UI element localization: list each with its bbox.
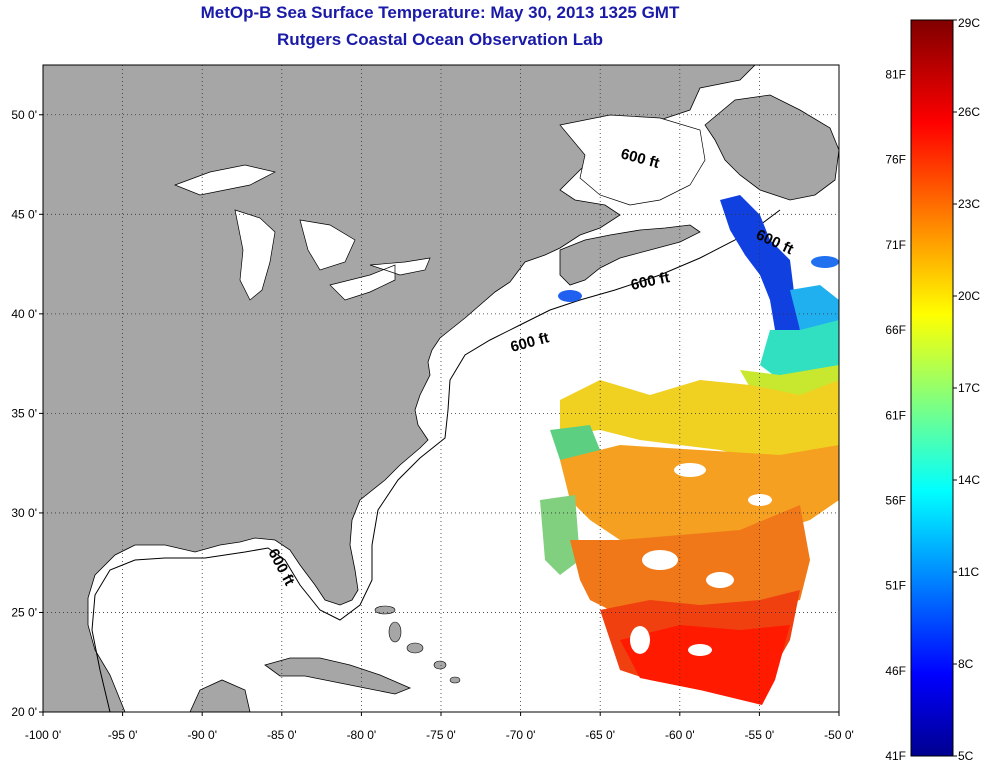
colorbar-celsius-labels: 29C 26C 23C 20C 17C 14C 11C 8C 5C [953,16,980,763]
colorbar-fahrenheit-labels: 81F 76F 71F 66F 61F 56F 51F 46F 41F [885,68,906,763]
longitude-tick-label: -50 0' [824,728,854,742]
gulf-st-lawrence [559,114,706,206]
land-bahamas [374,605,461,684]
colorbar-celsius-label: 11C [958,565,979,579]
map-gridlines [43,65,839,712]
land-cuba [264,657,412,695]
colorbar-celsius-label: 29C [958,16,980,30]
colorbar-celsius-label: 17C [958,381,980,395]
colorbar-celsius-label: 5C [958,749,974,763]
colorbar-fahrenheit-label: 56F [885,493,906,507]
longitude-tick-label: -95 0' [108,728,138,742]
colorbar-fahrenheit-label: 41F [885,749,906,763]
map-title: MetOp-B Sea Surface Temperature: May 30,… [200,3,680,22]
land-newfoundland [704,94,839,201]
latitude-axis: 50 0' 45 0' 40 0' 35 0' 30 0' 25 0' 20 0' [11,108,43,719]
colorbar-fahrenheit-label: 51F [885,579,906,593]
longitude-tick-label: -80 0' [347,728,377,742]
latitude-tick-label: 45 0' [11,207,37,221]
colorbar-fahrenheit-label: 76F [885,153,906,167]
latitude-tick-label: 25 0' [11,605,37,619]
longitude-tick-label: -60 0' [665,728,695,742]
latitude-tick-label: 30 0' [11,506,37,520]
colorbar-gradient [910,19,954,757]
longitude-tick-label: -100 0' [25,728,61,742]
longitude-tick-label: -65 0' [585,728,615,742]
latitude-tick-label: 50 0' [11,108,37,122]
longitude-tick-label: -75 0' [426,728,456,742]
sst-patch-gulf-maine [558,290,582,302]
land-nova-scotia [559,224,701,286]
colorbar-fahrenheit-label: 71F [885,238,906,252]
longitude-tick-label: -90 0' [187,728,217,742]
colorbar-fahrenheit-label: 81F [885,68,906,82]
longitude-tick-label: -70 0' [506,728,536,742]
great-lakes [174,164,431,301]
longitude-tick-label: -55 0' [745,728,775,742]
colorbar-celsius-label: 23C [958,197,980,211]
map-subtitle: Rutgers Coastal Ocean Observation Lab [277,30,603,49]
latitude-tick-label: 20 0' [11,705,37,719]
colorbar-celsius-label: 20C [958,289,980,303]
latitude-tick-label: 40 0' [11,307,37,321]
longitude-axis: -100 0' -95 0' -90 0' -85 0' -80 0' -75 0' -70… [25,712,854,742]
land-north-america [43,65,756,712]
colorbar-fahrenheit-label: 46F [885,664,906,678]
contour-600ft [91,209,781,712]
land-yucatan [189,679,251,712]
colorbar-celsius-label: 26C [958,105,980,119]
colorbar-fahrenheit-label: 61F [885,408,906,422]
sst-patch-offshore [811,256,839,268]
latitude-tick-label: 35 0' [11,406,37,420]
longitude-tick-label: -85 0' [267,728,297,742]
colorbar: 81F 76F 71F 66F 61F 56F 51F 46F 41F 29C 26C 23C 20C… [885,16,980,763]
colorbar-celsius-label: 14C [958,473,980,487]
colorbar-celsius-label: 8C [958,657,974,671]
sst-data-swath [540,195,839,705]
colorbar-fahrenheit-label: 66F [885,323,906,337]
